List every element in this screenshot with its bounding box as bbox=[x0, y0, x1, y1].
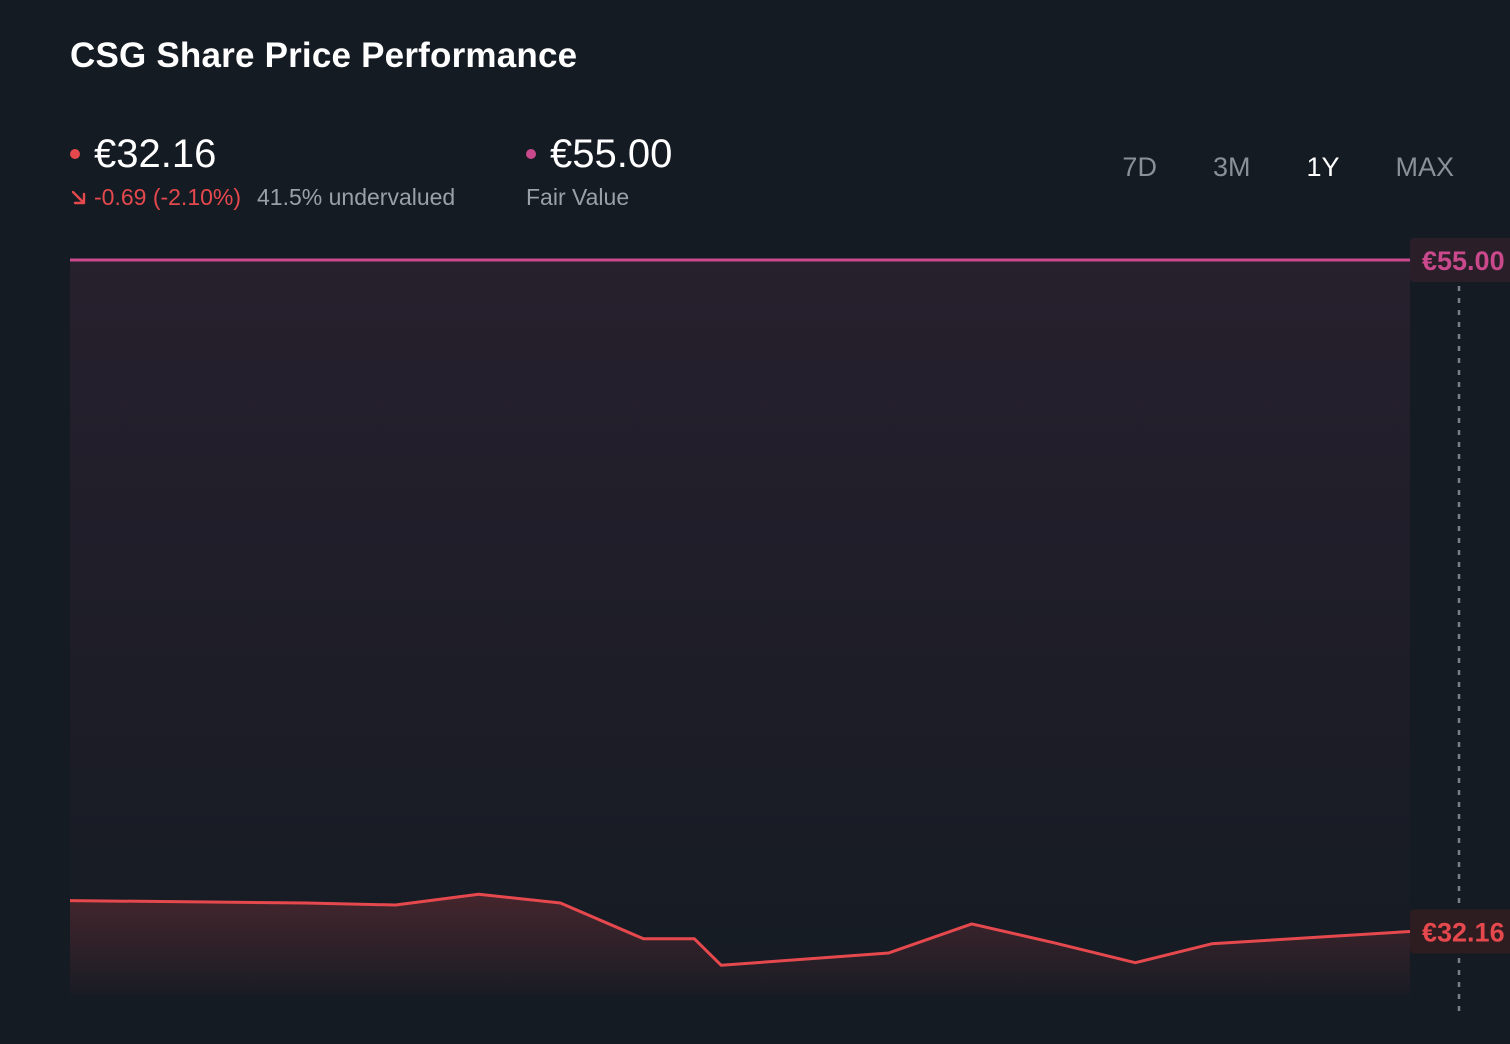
range-3m-button[interactable]: 3M bbox=[1212, 152, 1251, 182]
price-line bbox=[69, 892, 1411, 967]
current-price-dot bbox=[70, 149, 80, 159]
arrow-down-right-icon bbox=[71, 190, 86, 204]
price-area bbox=[70, 894, 1410, 995]
chart-title: CSG Share Price Performance bbox=[70, 36, 578, 75]
range-1y-button[interactable]: 1Y bbox=[1306, 152, 1340, 182]
fair-value-area bbox=[70, 260, 1410, 995]
price-change: -0.69 (-2.10%) bbox=[70, 184, 241, 211]
range-max-button[interactable]: MAX bbox=[1395, 152, 1454, 182]
fair-value-dot bbox=[526, 149, 536, 159]
fair-value-label: Fair Value bbox=[526, 184, 630, 210]
fair-value-block: €55.00 Fair Value bbox=[526, 130, 672, 211]
current-price-block: €32.16 -0.69 (-2.10%) 41.5% undervalued bbox=[70, 130, 455, 211]
price-change-value: -0.69 (-2.10%) bbox=[94, 184, 242, 210]
fair-value-end-label: €55.00 bbox=[1422, 246, 1505, 276]
range-7d-button[interactable]: 7D bbox=[1122, 152, 1157, 182]
valuation-label: 41.5% undervalued bbox=[257, 184, 456, 210]
fair-value-price: €55.00 bbox=[550, 132, 673, 176]
current-price: €32.16 bbox=[94, 132, 217, 176]
current-price-end-label: €32.16 bbox=[1422, 917, 1505, 947]
current-price-end-label-bg bbox=[1410, 909, 1510, 954]
time-range-selector: 7D 3M 1Y MAX bbox=[1094, 152, 1482, 183]
fair-value-end-label-bg bbox=[1410, 238, 1510, 282]
